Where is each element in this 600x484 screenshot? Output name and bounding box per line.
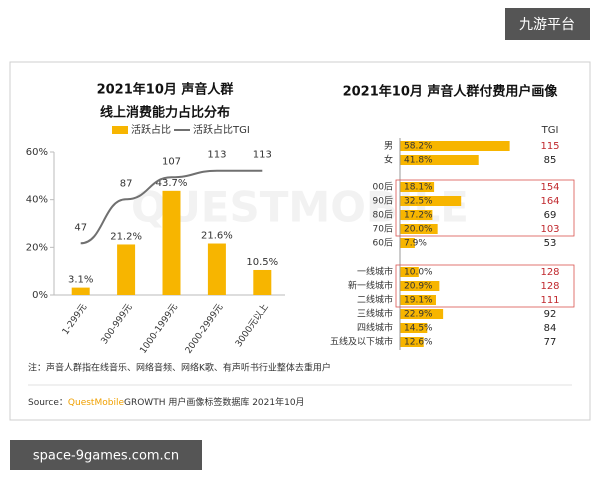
- tgi-value: 92: [544, 309, 557, 320]
- bar: [207, 243, 226, 295]
- tgi-value: 84: [544, 323, 557, 334]
- source: Source：QuestMobileGROWTH 用户画像标签数据库 2021年…: [28, 396, 305, 408]
- value-label: 21.6%: [201, 231, 233, 242]
- value-label: 20.9%: [404, 282, 433, 292]
- y-tick-label: 40%: [26, 195, 48, 206]
- tgi-value: 128: [540, 267, 559, 278]
- bar: [400, 295, 436, 305]
- tgi-value: 53: [544, 238, 557, 249]
- value-label: 18.1%: [404, 183, 433, 193]
- tgi-value: 69: [544, 210, 557, 221]
- bar: [117, 244, 136, 295]
- tgi-value: 77: [544, 337, 557, 348]
- bar: [400, 337, 424, 347]
- tgi-value: 154: [540, 182, 559, 193]
- line-label: 107: [162, 156, 181, 167]
- tgi-value: 103: [540, 224, 559, 235]
- y-tick-label: 0%: [32, 290, 48, 301]
- tgi-value: 85: [544, 155, 557, 166]
- bar: [400, 210, 433, 220]
- highlight-box: [395, 264, 575, 308]
- bar: [400, 141, 510, 151]
- tgi-line: [80, 169, 263, 245]
- note: 注：声音人群指在线音乐、网络音频、网络K歌、有声听书行业整体去重用户: [28, 362, 331, 374]
- value-label: 19.1%: [404, 296, 433, 306]
- row-label: 二线城市: [357, 294, 393, 306]
- row-label: 70后: [373, 224, 393, 235]
- bar: [400, 309, 444, 319]
- value-label: 14.5%: [404, 324, 433, 334]
- chart-title: 2021年10月 声音人群付费用户画像: [343, 84, 559, 100]
- legend-label: 活跃占比TGI: [193, 123, 250, 136]
- value-label: 58.2%: [404, 142, 433, 152]
- bar: [400, 323, 428, 333]
- row-label: 新一线城市: [348, 280, 393, 292]
- value-label: 43.7%: [156, 178, 188, 189]
- footer-badge-box: [10, 440, 202, 470]
- bar: [400, 238, 415, 248]
- bar: [400, 281, 440, 291]
- value-label: 22.9%: [404, 310, 433, 320]
- source-label: Source：: [28, 398, 68, 408]
- bar: [400, 182, 435, 192]
- row-label: 四线城市: [357, 322, 393, 334]
- tgi-value: 111: [540, 295, 559, 306]
- tgi-value: 164: [540, 196, 559, 207]
- source-text: GROWTH 用户画像标签数据库 2021年10月: [124, 396, 305, 408]
- y-tick-label: 60%: [26, 147, 48, 158]
- value-label: 20.0%: [404, 225, 433, 235]
- value-label: 12.6%: [404, 338, 433, 348]
- badge: 九游平台: [519, 17, 575, 33]
- value-label: 41.8%: [404, 156, 433, 166]
- value-label: 17.2%: [404, 211, 433, 221]
- chart-subtitle: 线上消费能力占比分布: [100, 105, 230, 121]
- tgi-value: 115: [540, 141, 559, 152]
- source-brand: QuestMobile: [68, 398, 125, 408]
- bar: [71, 287, 90, 295]
- legend-swatch: [112, 126, 128, 134]
- y-tick-label: 20%: [26, 242, 48, 253]
- legend-label: 活跃占比: [131, 123, 171, 136]
- row-label: 90后: [373, 196, 393, 207]
- row-label: 一线城市: [357, 266, 393, 278]
- bar: [400, 155, 479, 165]
- tgi-value: 128: [540, 281, 559, 292]
- value-label: 21.2%: [110, 231, 142, 242]
- row-label: 五线及以下城市: [330, 336, 393, 348]
- row-label: 男: [384, 141, 393, 152]
- line-label: 113: [253, 150, 272, 161]
- bar: [400, 224, 438, 234]
- badge-box: [505, 8, 590, 40]
- value-label: 7.9%: [404, 239, 427, 249]
- bar: [400, 196, 462, 206]
- card: [9, 61, 591, 421]
- value-label: 32.5%: [404, 197, 433, 207]
- bar: [162, 190, 181, 295]
- row-label: 00后: [373, 182, 393, 193]
- row-label: 女: [384, 154, 393, 166]
- value-label: 10.0%: [404, 268, 433, 278]
- value-label: 3.1%: [68, 275, 93, 286]
- tgi-header: TGI: [541, 125, 559, 136]
- row-label: 80后: [373, 210, 393, 221]
- value-label: 10.5%: [246, 257, 278, 268]
- bar: [253, 269, 272, 295]
- line-label: 113: [207, 150, 226, 161]
- bar: [400, 267, 419, 277]
- chart-title: 2021年10月 声音人群: [97, 82, 234, 98]
- line-label: 47: [74, 222, 87, 233]
- footer-badge: space-9games.com.cn: [33, 449, 179, 464]
- row-label: 60后: [373, 238, 393, 249]
- row-label: 三线城市: [357, 308, 393, 320]
- highlight-box: [395, 179, 575, 237]
- line-label: 87: [120, 178, 133, 189]
